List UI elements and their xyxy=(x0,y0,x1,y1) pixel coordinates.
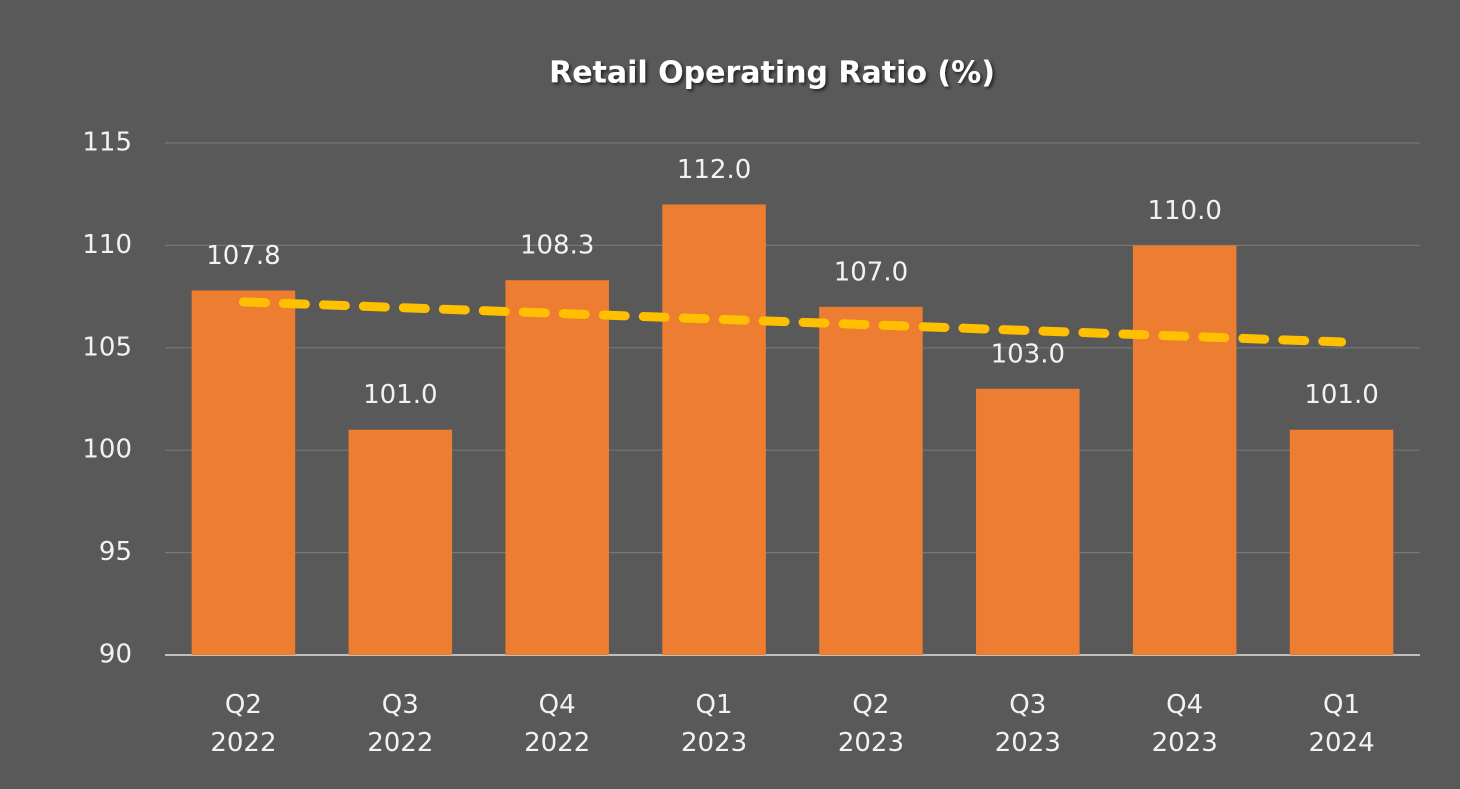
x-tick-label: Q3 2023 xyxy=(994,690,1061,758)
bar xyxy=(976,388,1080,655)
bar xyxy=(662,204,766,655)
y-tick-label: 90 xyxy=(99,640,132,670)
data-label: 112.0 xyxy=(677,155,751,185)
bar xyxy=(191,290,296,655)
bar xyxy=(505,280,609,655)
x-tick-label: Q4 2023 xyxy=(1151,690,1218,758)
y-tick-label: 115 xyxy=(82,128,132,158)
bar xyxy=(348,429,453,655)
bar xyxy=(819,306,923,655)
x-tick-label: Q4 2022 xyxy=(524,690,591,758)
data-label: 107.0 xyxy=(834,257,908,287)
y-tick-label: 95 xyxy=(99,537,132,567)
data-label: 107.8 xyxy=(206,241,280,271)
data-label: 108.3 xyxy=(520,231,594,261)
bar xyxy=(1132,245,1237,655)
x-tick-label: Q1 2024 xyxy=(1308,690,1375,758)
chart-title: Retail Operating Ratio (%) xyxy=(549,56,995,91)
bar xyxy=(1289,429,1394,655)
x-tick-label: Q2 2022 xyxy=(210,690,277,758)
y-tick-label: 110 xyxy=(82,230,132,260)
y-tick-label: 105 xyxy=(82,332,132,362)
y-tick-label: 100 xyxy=(82,435,132,465)
data-label: 103.0 xyxy=(991,339,1065,369)
trendline xyxy=(238,297,1347,347)
data-label: 101.0 xyxy=(363,380,437,410)
x-tick-label: Q2 2023 xyxy=(837,690,905,758)
x-tick-label: Q3 2022 xyxy=(367,690,434,758)
data-label: 110.0 xyxy=(1147,196,1221,226)
data-label: 101.0 xyxy=(1304,380,1378,410)
x-tick-label: Q1 2023 xyxy=(680,690,748,758)
